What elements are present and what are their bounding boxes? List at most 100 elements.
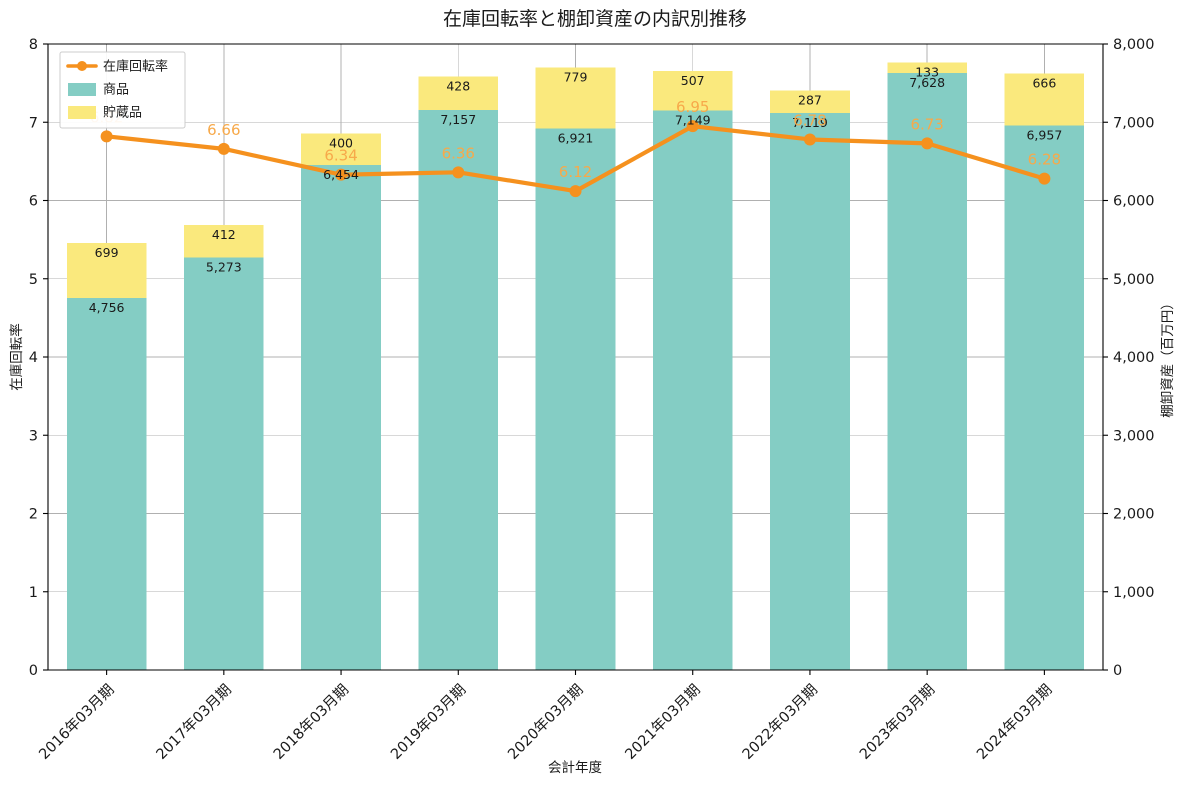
legend-item-turnover[interactable]: 在庫回転率	[66, 59, 168, 75]
turnover-value-label: 6.66	[207, 121, 240, 139]
legend-item-merchandise[interactable]: 商品	[68, 83, 129, 98]
right-axis-ticks: 0 1,000 2,000 3,000 4,000 5,000 6,000 7,000 8,00…	[1103, 37, 1155, 679]
bar-label-merchandise: 7,149	[675, 113, 711, 128]
right-tick-label: 2,000	[1113, 507, 1155, 523]
x-tick-label: 2018年03月期	[270, 681, 352, 763]
legend-label-supplies: 貯蔵品	[103, 106, 142, 121]
x-tick-label: 2023年03月期	[856, 681, 938, 763]
bar-label-supplies: 133	[915, 65, 939, 80]
bar-segment-merchandise	[418, 109, 499, 671]
turnover-point	[803, 133, 816, 146]
bar-label-merchandise: 6,957	[1026, 128, 1062, 143]
bar-segment-supplies	[887, 62, 968, 74]
bar-label-merchandise: 6,921	[558, 130, 594, 145]
right-tick-label: 1,000	[1113, 585, 1155, 601]
x-tick-label: 2019年03月期	[387, 681, 469, 763]
bar-label-merchandise: 7,628	[909, 75, 945, 90]
bar-segment-merchandise	[887, 73, 968, 670]
x-tick-label: 2016年03月期	[36, 681, 118, 763]
turnover-value-label: 6.12	[559, 163, 592, 181]
legend-swatch-merchandise	[68, 83, 96, 96]
left-tick-label: 2	[29, 507, 38, 523]
left-tick-label: 0	[29, 663, 38, 679]
turnover-value-label: 6.73	[910, 115, 943, 133]
turnover-value-label: 6.78	[793, 111, 826, 129]
right-tick-label: 5,000	[1113, 272, 1155, 288]
bar-value-labels: 4,756 699 5,273 412 6,454 400 7,157 428 6,921 779…	[89, 65, 1063, 315]
turnover-value-label: 6.95	[676, 98, 709, 116]
bar-segment-supplies	[652, 70, 733, 111]
left-axis-ticks: 0 1 2 3 4 5 6 7 8	[29, 37, 48, 679]
right-tick-label: 8,000	[1113, 37, 1155, 53]
right-axis-title: 棚卸資産（百万円）	[1160, 296, 1176, 418]
x-tick-label: 2024年03月期	[973, 681, 1055, 763]
bar-label-supplies: 400	[329, 136, 353, 151]
bar-label-supplies: 699	[95, 245, 119, 260]
line-value-labels: 6.826.666.346.366.126.956.786.736.28	[90, 98, 1061, 181]
legend-label-turnover: 在庫回転率	[103, 59, 168, 75]
turnover-point	[335, 168, 348, 181]
left-axis-title: 在庫回転率	[8, 323, 25, 391]
bar-segment-supplies	[1004, 73, 1085, 126]
bar-label-supplies: 287	[798, 92, 822, 107]
turnover-point	[100, 130, 113, 143]
bar-label-merchandise: 7,157	[440, 112, 476, 127]
turnover-value-label: 6.34	[324, 147, 357, 165]
bar-label-supplies: 412	[212, 227, 236, 242]
right-tick-label: 3,000	[1113, 428, 1155, 444]
bar-label-merchandise: 6,454	[323, 167, 359, 182]
bar-segment-supplies	[770, 90, 850, 113]
bar-label-merchandise: 7,119	[792, 115, 828, 130]
legend-swatch-supplies	[68, 106, 96, 119]
bar-segment-supplies	[183, 225, 264, 258]
right-tick-label: 0	[1113, 663, 1122, 679]
bar-segment-supplies	[66, 243, 147, 298]
left-tick-label: 1	[29, 585, 38, 601]
x-tick-label: 2020年03月期	[505, 681, 587, 763]
turnover-value-label: 6.28	[1028, 151, 1061, 169]
right-tick-label: 4,000	[1113, 350, 1155, 366]
left-tick-label: 3	[29, 428, 38, 444]
bar-segment-merchandise	[301, 164, 381, 671]
bar-label-supplies: 779	[564, 69, 588, 84]
legend-item-supplies[interactable]: 貯蔵品	[68, 106, 142, 121]
bar-segment-merchandise	[535, 128, 616, 670]
bar-segment-merchandise	[1004, 125, 1085, 670]
bar-segment-supplies	[301, 133, 381, 165]
left-tick-label: 4	[29, 350, 38, 366]
bar-label-merchandise: 4,756	[89, 300, 125, 315]
x-axis-ticks: 2016年03月期 2017年03月期 2018年03月期 2019年03月期 2020…	[36, 670, 1055, 763]
bar-label-supplies: 507	[681, 73, 705, 88]
right-tick-label: 7,000	[1113, 115, 1155, 131]
bar-label-merchandise: 5,273	[206, 259, 242, 274]
turnover-point	[217, 142, 230, 155]
chart-legend[interactable]: 在庫回転率 商品 貯蔵品	[59, 51, 186, 129]
left-tick-label: 8	[29, 37, 38, 53]
bar-label-supplies: 428	[446, 78, 470, 93]
turnover-point	[569, 185, 582, 198]
bar-segment-merchandise	[183, 257, 264, 670]
turnover-point	[1038, 172, 1051, 185]
right-tick-label: 6,000	[1113, 194, 1155, 210]
bar-segment-merchandise	[770, 112, 850, 671]
legend-label-merchandise: 商品	[103, 83, 129, 98]
bar-segment-merchandise	[66, 297, 147, 670]
left-tick-label: 7	[29, 115, 38, 131]
bar-series-group	[66, 62, 1085, 671]
line-series-group	[100, 120, 1051, 198]
chart-title: 在庫回転率と棚卸資産の内訳別推移	[443, 8, 747, 30]
left-tick-label: 6	[29, 194, 38, 210]
turnover-point	[452, 166, 465, 179]
x-tick-label: 2021年03月期	[622, 681, 704, 763]
bar-segment-supplies	[418, 76, 499, 110]
bar-segment-merchandise	[652, 110, 733, 670]
bar-segment-supplies	[535, 67, 616, 129]
bar-label-supplies: 666	[1032, 76, 1056, 91]
x-axis-title: 会計年度	[548, 760, 602, 776]
x-tick-label: 2022年03月期	[739, 681, 821, 763]
turnover-point	[921, 137, 934, 150]
legend-point-marker	[77, 61, 87, 71]
turnover-point	[686, 120, 699, 133]
